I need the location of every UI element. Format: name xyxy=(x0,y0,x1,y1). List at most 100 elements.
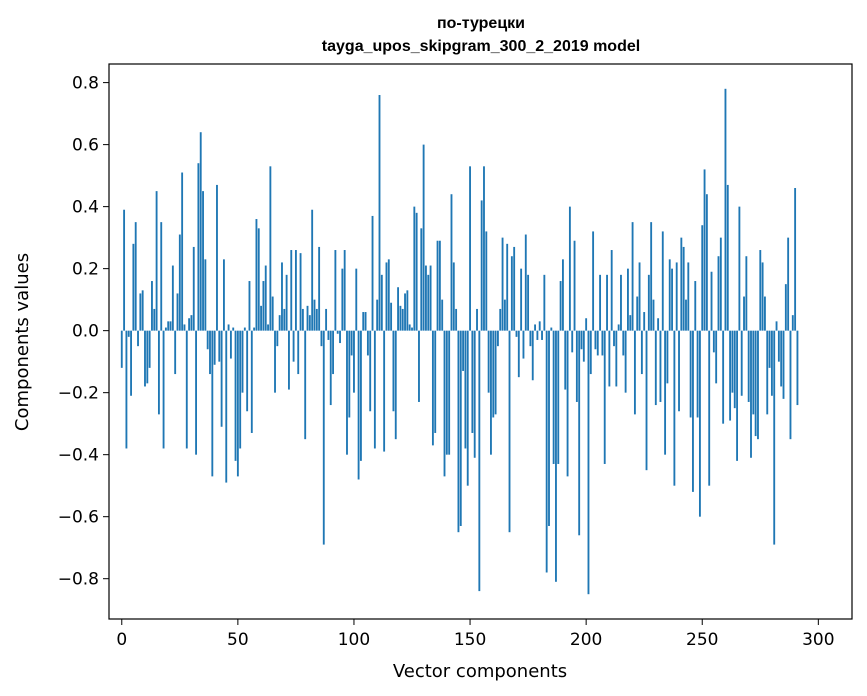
bar xyxy=(701,225,704,331)
bar xyxy=(146,330,149,384)
bar xyxy=(399,305,402,331)
bar xyxy=(359,330,362,461)
bar xyxy=(181,172,184,331)
bar xyxy=(394,330,397,440)
bar xyxy=(274,330,276,393)
bar xyxy=(531,330,534,381)
bar xyxy=(499,308,502,331)
bar xyxy=(346,330,348,455)
bar xyxy=(418,330,420,402)
bar xyxy=(490,330,492,455)
bar xyxy=(366,330,369,356)
bar xyxy=(132,243,135,331)
bar xyxy=(297,330,300,375)
bar xyxy=(443,330,446,477)
bar xyxy=(784,284,787,331)
bar xyxy=(190,315,193,331)
bar xyxy=(164,327,167,331)
bar xyxy=(759,250,762,331)
bar xyxy=(487,330,490,393)
bar xyxy=(643,312,646,331)
bar xyxy=(471,330,474,433)
bar xyxy=(320,330,323,347)
bar xyxy=(197,163,200,331)
bar xyxy=(436,240,439,331)
bar xyxy=(427,274,430,331)
bar xyxy=(638,262,641,331)
bar xyxy=(334,250,337,331)
bar xyxy=(137,330,139,347)
bar xyxy=(631,222,634,331)
bar xyxy=(534,324,536,331)
bar xyxy=(248,281,251,331)
y-tick-label: 0.0 xyxy=(72,322,99,342)
bar xyxy=(729,330,732,421)
bar xyxy=(371,215,374,331)
bar xyxy=(587,330,590,595)
bar xyxy=(260,305,263,331)
bar xyxy=(308,315,311,331)
bar xyxy=(483,166,485,331)
bar xyxy=(408,324,411,331)
bar xyxy=(661,231,664,331)
bar xyxy=(420,228,423,331)
bar xyxy=(580,330,583,350)
bar xyxy=(206,330,209,350)
bar xyxy=(469,166,471,331)
bar xyxy=(299,253,302,331)
bar xyxy=(134,222,137,331)
bar xyxy=(204,259,207,331)
bar xyxy=(438,240,441,331)
bar xyxy=(624,330,627,393)
bar xyxy=(791,315,794,331)
bar xyxy=(192,246,195,331)
bar xyxy=(353,330,355,393)
bar xyxy=(234,330,237,461)
bar xyxy=(218,330,221,362)
bar xyxy=(543,274,546,331)
bar xyxy=(555,330,557,582)
bar xyxy=(566,330,569,477)
bar xyxy=(318,246,321,331)
bar xyxy=(613,330,615,347)
bar xyxy=(675,262,678,331)
bar xyxy=(327,330,330,340)
x-tick-label: 100 xyxy=(338,630,370,650)
bar xyxy=(425,265,427,331)
bar xyxy=(378,95,381,331)
bar xyxy=(522,330,525,359)
bar xyxy=(552,330,555,464)
bar xyxy=(441,299,444,331)
bar xyxy=(615,330,618,387)
bar xyxy=(545,330,548,573)
bar xyxy=(538,321,541,331)
bar xyxy=(717,256,720,331)
bar xyxy=(747,330,750,402)
bar xyxy=(578,330,581,536)
bar xyxy=(668,259,671,331)
bar xyxy=(687,262,690,331)
chart-subtitle: tayga_upos_skipgram_300_2_2019 model xyxy=(322,38,640,55)
bar xyxy=(322,330,325,545)
bar xyxy=(622,330,625,356)
bar xyxy=(503,299,506,331)
bar xyxy=(288,330,290,390)
bar xyxy=(777,330,780,362)
bar xyxy=(694,281,697,331)
bar xyxy=(387,259,390,331)
bar xyxy=(343,250,346,331)
bar xyxy=(464,330,467,449)
x-tick-label: 0 xyxy=(116,630,127,650)
bar xyxy=(169,321,172,331)
bar xyxy=(462,330,465,371)
bar xyxy=(647,274,650,331)
bar xyxy=(536,330,539,340)
bar xyxy=(782,330,785,399)
bar xyxy=(794,188,797,331)
bar xyxy=(202,191,204,331)
bar xyxy=(301,308,304,331)
bar xyxy=(227,324,230,331)
bar xyxy=(768,330,771,368)
bar xyxy=(271,296,274,331)
bar xyxy=(485,231,488,331)
